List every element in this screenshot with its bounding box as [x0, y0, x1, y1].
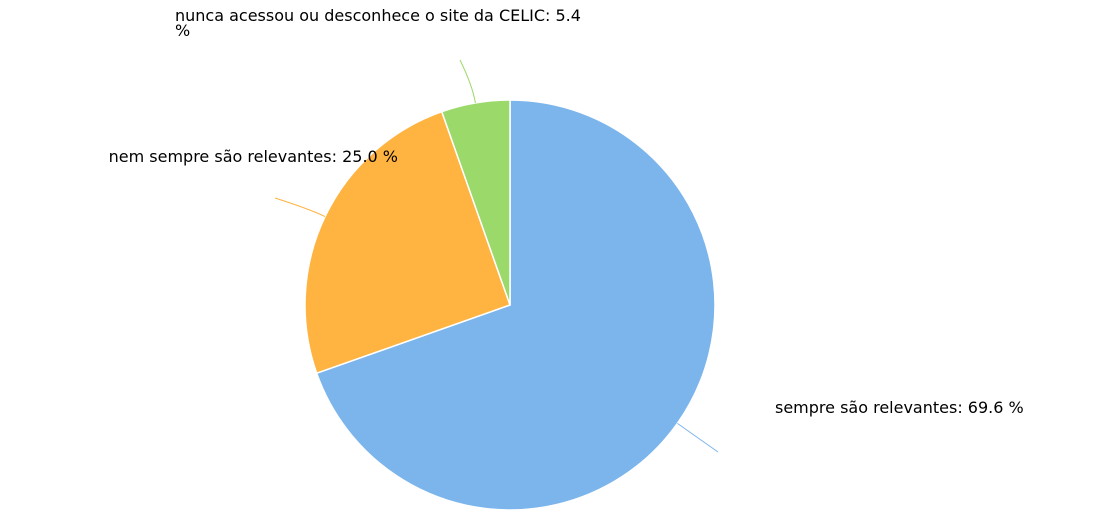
leader-line [459, 59, 476, 104]
pie-slice [440, 99, 511, 306]
data-label: nem sempre são relevantes: 25.0 % [108, 147, 398, 166]
data-label: sempre são relevantes: 69.6 % [775, 398, 1024, 417]
pie-slice [304, 110, 511, 375]
leader-line [274, 197, 326, 218]
data-label: nunca acessou ou desconhece o site da CE… [175, 6, 581, 40]
leader-line [677, 422, 719, 453]
